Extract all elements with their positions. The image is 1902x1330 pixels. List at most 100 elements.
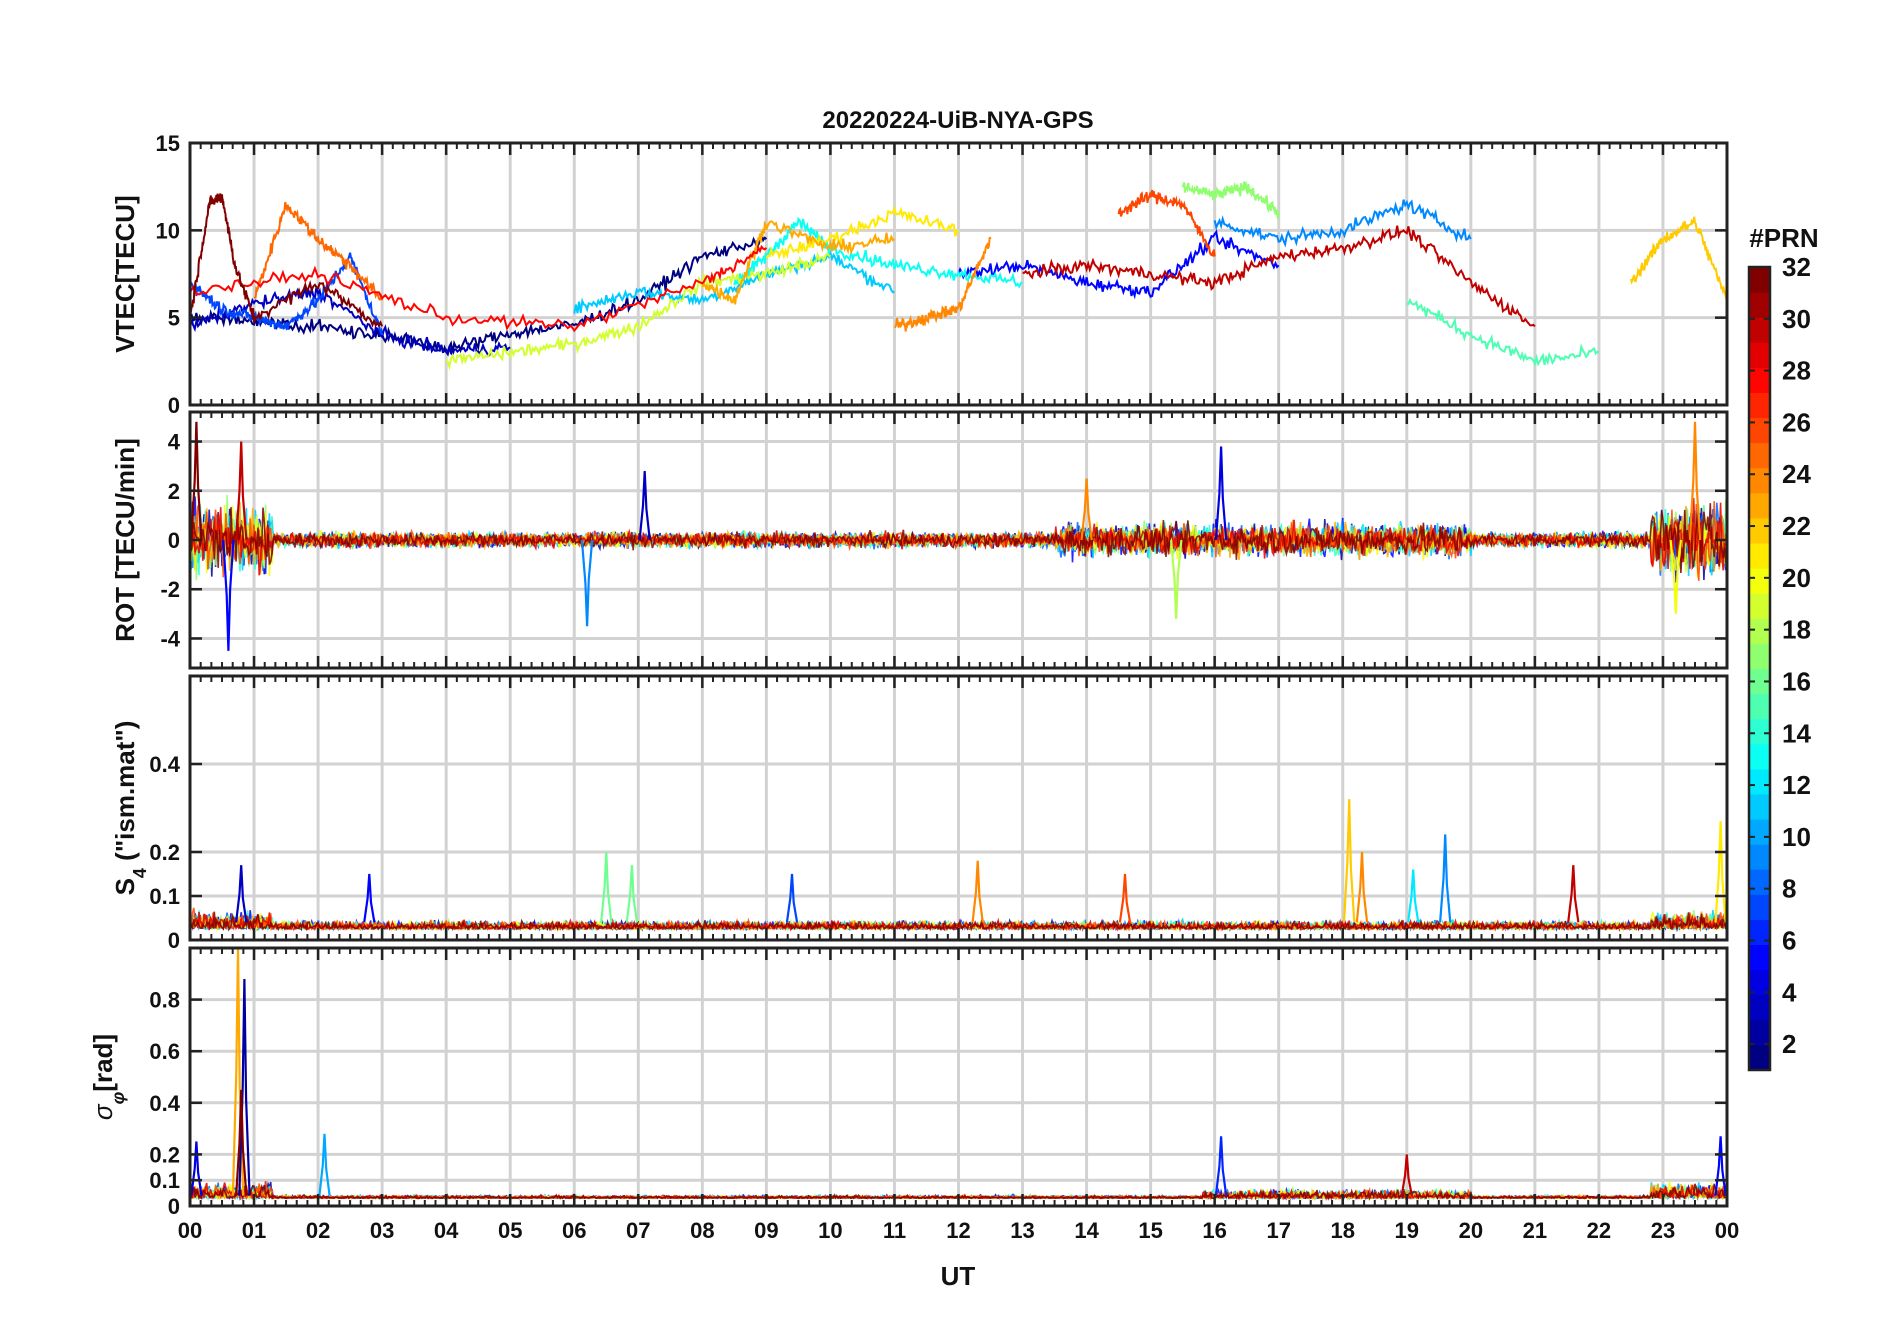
series-line-prn-15: [1406, 297, 1600, 367]
y-axis-title: σφ[rad]: [88, 1034, 128, 1120]
colorbar-segment: [1749, 819, 1770, 845]
colorbar-segment: [1749, 417, 1770, 444]
peak-mark-prn-4: [1214, 446, 1228, 541]
y-tick-label: 0: [168, 1194, 180, 1219]
colorbar-segment: [1749, 342, 1770, 368]
y-tick-label: 0.8: [149, 988, 180, 1013]
colorbar-segment: [1749, 618, 1770, 644]
x-tick-label: 22: [1587, 1218, 1611, 1243]
series-line-prn-7: [190, 252, 384, 336]
series-line-prn-28: [190, 244, 768, 333]
colorbar-segment: [1749, 568, 1770, 594]
y-tick-label: 0.1: [149, 1168, 180, 1193]
colorbar-segment: [1749, 944, 1770, 971]
peak-mark-prn-24: [1688, 421, 1702, 541]
y-tick-label: 0.1: [149, 884, 180, 909]
peak-mark-prn-30: [1567, 865, 1580, 923]
x-tick-label: 11: [883, 1218, 906, 1243]
peak-mark-prn-9: [580, 539, 594, 627]
y-tick-label: 10: [156, 218, 180, 243]
x-tick-label: 02: [306, 1218, 330, 1243]
peak-mark-prn-30: [1400, 1154, 1413, 1196]
y-tick-label: 2: [168, 479, 180, 504]
x-tick-label: 19: [1395, 1218, 1419, 1243]
colorbar-tick-label: 14: [1782, 718, 1811, 748]
x-tick-label: 06: [562, 1218, 586, 1243]
peak-mark-prn-12: [1407, 869, 1420, 923]
colorbar-segment: [1749, 593, 1770, 619]
peak-mark-prn-24: [1355, 851, 1369, 923]
series-line-prn-9: [1213, 199, 1472, 248]
y-axis-title: VTEC[TECU]: [110, 195, 140, 352]
x-tick-label: 15: [1138, 1218, 1162, 1243]
series-line-prn-23: [701, 220, 896, 305]
x-tick-label: 21: [1523, 1218, 1547, 1243]
colorbar-segment: [1749, 969, 1770, 996]
peak-mark-prn-5: [1714, 1136, 1727, 1196]
peak-mark-prn-24: [971, 860, 984, 923]
colorbar-segment: [1749, 1044, 1770, 1071]
colorbar-segment: [1749, 467, 1770, 494]
colorbar-tick-label: 20: [1782, 563, 1811, 593]
peak-mark-prn-26: [1118, 873, 1132, 923]
y-tick-label: 5: [168, 306, 180, 331]
colorbar-segment: [1749, 492, 1770, 519]
peak-mark-prn-7: [785, 873, 799, 923]
colorbar-segment: [1749, 392, 1770, 419]
colorbar-segment: [1749, 894, 1770, 920]
colorbar-tick-label: 28: [1782, 356, 1811, 386]
series-line-prn-32: [190, 193, 384, 328]
y-tick-label: 0.2: [149, 840, 180, 865]
panel-vtec: 0 5 10 15 VTEC[TECU]: [110, 131, 1729, 418]
x-tick-label: 00: [1715, 1218, 1739, 1243]
y-tick-label: 0.4: [149, 1091, 180, 1116]
colorbar-tick-label: 2: [1782, 1029, 1796, 1059]
panel-sigma_phi: 00.10.2 0.4 0.6 0.8 σφ[rad]: [88, 946, 1729, 1219]
colorbar-title: #PRN: [1749, 223, 1818, 253]
series-line-prn-19: [445, 251, 832, 371]
colorbar-tick-label: 8: [1782, 874, 1796, 904]
colorbar-segment: [1749, 743, 1770, 770]
colorbar-segment: [1749, 517, 1770, 544]
y-axis-title: ROT [TECU/min]: [110, 438, 140, 642]
y-axis-title: S4 ("ism.mat"): [110, 721, 150, 896]
peak-mark-prn-3: [638, 471, 651, 541]
peak-mark-prn-6: [1214, 1136, 1228, 1196]
colorbar-tick-label: 32: [1782, 252, 1811, 282]
colorbar-segment: [1749, 1019, 1770, 1046]
colorbar-segment: [1749, 668, 1770, 695]
data-layer: [190, 421, 1727, 651]
series-line-prn-11: [573, 250, 895, 314]
x-tick-label: 03: [370, 1218, 394, 1243]
panel-s4: 0 0.1 0.2 0.4S4 ("ism.mat"): [110, 674, 1729, 953]
x-tick-label: 07: [626, 1218, 650, 1243]
colorbar-segment: [1749, 869, 1770, 895]
colorbar-segment: [1749, 543, 1770, 569]
colorbar-segment: [1749, 367, 1770, 393]
data-layer: [190, 180, 1727, 371]
series-line-prn-21: [765, 205, 960, 260]
colorbar-segment: [1749, 267, 1770, 293]
peak-mark-prn-16: [600, 851, 613, 923]
peak-mark-prn-9: [1439, 834, 1452, 923]
peak-mark-prn-32: [190, 421, 203, 541]
x-tick-label: 16: [1202, 1218, 1226, 1243]
y-tick-label: 0: [168, 528, 180, 553]
peak-mark-prn-18: [1170, 539, 1183, 619]
colorbar-segment: [1749, 793, 1770, 820]
x-tick-label: 10: [818, 1218, 842, 1243]
peak-mark-prn-32: [235, 1089, 248, 1196]
x-tick-label: 04: [434, 1218, 459, 1243]
colorbar-segment: [1749, 994, 1770, 1021]
x-tick-label: 18: [1331, 1218, 1355, 1243]
series-line-prn-22: [1629, 216, 1727, 301]
peak-mark-prn-10: [318, 1133, 331, 1196]
colorbar-segment: [1749, 442, 1770, 469]
x-tick-label: 17: [1266, 1218, 1290, 1243]
colorbar-segment: [1749, 317, 1770, 343]
colorbar-segment: [1749, 643, 1770, 669]
x-tick-label: 05: [498, 1218, 522, 1243]
x-tick-label: 20: [1459, 1218, 1483, 1243]
